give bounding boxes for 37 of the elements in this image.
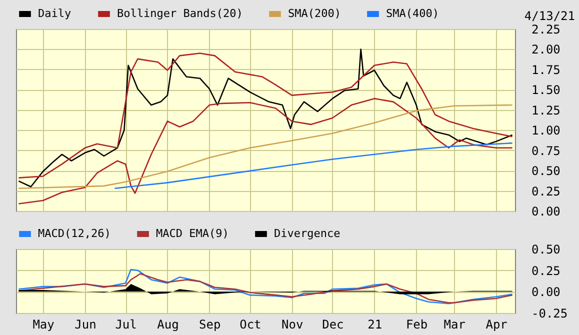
line-series [18, 104, 513, 189]
y-tick-label: 0.50 [532, 242, 560, 256]
y-tick-label: 0.75 [532, 144, 560, 158]
y-tick-label: 2.25 [532, 22, 560, 36]
x-tick-label: Nov [282, 318, 304, 332]
x-tick-label: Sep [199, 318, 221, 332]
legend-label: Bollinger Bands(20) [117, 7, 243, 20]
x-tick-label: Mar [444, 318, 466, 332]
x-tick-label: Oct [240, 318, 262, 332]
y-tick-label: 1.25 [532, 103, 560, 118]
y-tick-label: 0.25 [532, 184, 560, 198]
x-tick-label: Dec [322, 318, 344, 332]
y-tick-label: 1.00 [532, 124, 560, 138]
y-tick-label: 0.00 [532, 285, 560, 300]
x-tick-label: Jun [74, 318, 96, 332]
x-tick-label: Aug [157, 318, 179, 332]
legend-label: Daily [38, 7, 72, 20]
legend-label: Divergence [274, 227, 340, 240]
x-tick-label: Apr [486, 318, 508, 332]
x-tick-label: May [32, 318, 54, 332]
legend-label: MACD EMA(9) [156, 227, 229, 240]
line-series [114, 142, 513, 189]
y-tick-label: 1.75 [532, 62, 560, 77]
x-tick-label: 21 [368, 318, 382, 332]
legend-label: SMA(400) [386, 7, 439, 20]
x-tick-label: Jul [115, 318, 137, 332]
y-tick-label: 0.50 [532, 164, 560, 178]
y-tick-label: 0.00 [532, 204, 560, 218]
x-tick-label: Feb [406, 318, 428, 332]
line-series [18, 98, 513, 204]
y-tick-label: 1.50 [532, 83, 560, 98]
legend-label: MACD(12,26) [38, 227, 111, 240]
y-tick-label: 2.00 [532, 42, 560, 57]
legend-label: SMA(200) [288, 7, 341, 20]
y-tick-label: 0.25 [532, 264, 560, 278]
text: 4/13/21 [524, 9, 575, 23]
y-tick-label: -0.25 [532, 306, 568, 320]
